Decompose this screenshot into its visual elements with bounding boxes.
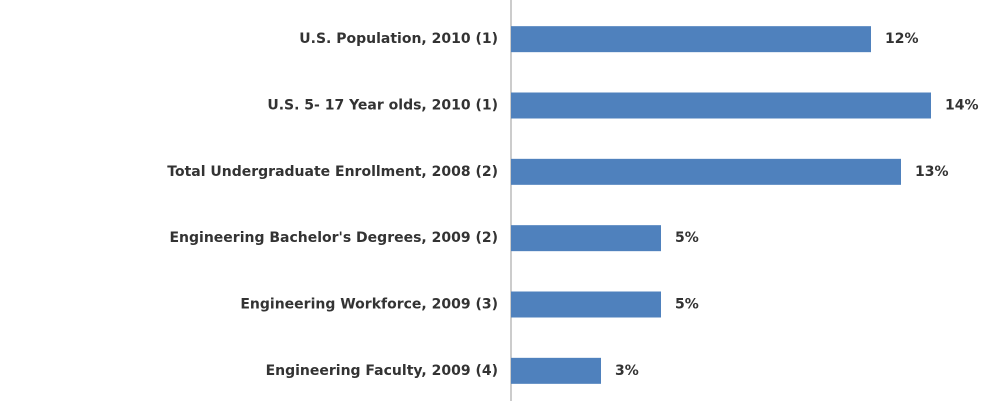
bar — [511, 92, 931, 119]
category-label: U.S. Population, 2010 (1) — [299, 31, 498, 47]
category-label: Engineering Bachelor's Degrees, 2009 (2) — [169, 230, 498, 246]
bar — [511, 291, 661, 318]
value-label: 14% — [945, 98, 979, 114]
value-label: 5% — [675, 230, 699, 246]
value-label: 3% — [615, 363, 639, 379]
category-label: U.S. 5- 17 Year olds, 2010 (1) — [267, 98, 498, 114]
value-label: 13% — [915, 164, 949, 180]
category-label: Engineering Workforce, 2009 (3) — [240, 297, 498, 313]
value-label: 12% — [885, 31, 919, 47]
bar — [511, 225, 661, 252]
category-label: Engineering Faculty, 2009 (4) — [266, 363, 498, 379]
category-label: Total Undergraduate Enrollment, 2008 (2) — [167, 164, 498, 180]
bar — [511, 26, 871, 53]
bar — [511, 158, 901, 185]
value-label: 5% — [675, 297, 699, 313]
bar — [511, 357, 601, 384]
